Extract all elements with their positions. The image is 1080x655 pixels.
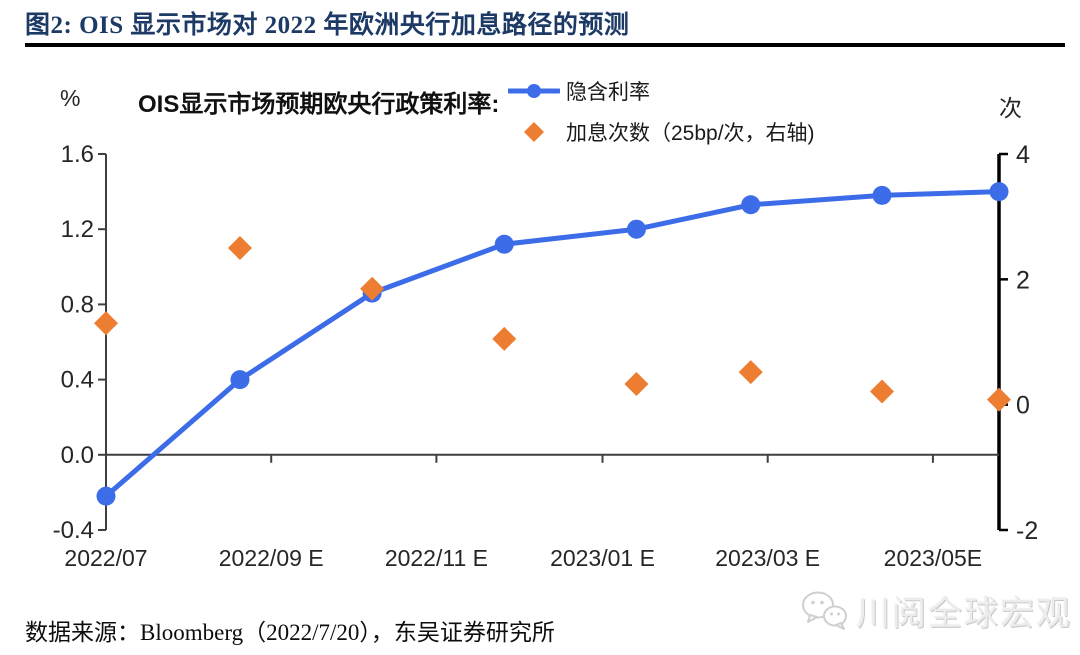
- legend-item-implied-rate: 隐含利率: [508, 76, 815, 106]
- watermark: 川阅全球宏观: [798, 586, 1072, 635]
- hike-count-point: [94, 311, 118, 336]
- y-axis-right-tick-label: 4: [1016, 141, 1030, 169]
- y-axis-right-tick-label: 0: [1016, 392, 1030, 420]
- title-rule: [25, 43, 1065, 47]
- hike-count-point: [738, 360, 763, 385]
- left-axis-unit: %: [60, 85, 81, 111]
- right-axis-unit: 次: [999, 95, 1022, 121]
- legend-item-hike-count: 加息次数（25bp/次，右轴): [508, 117, 815, 147]
- y-axis-right-tick-label: -2: [1016, 517, 1038, 545]
- implied-rate-point: [989, 182, 1009, 202]
- y-axis-left-tick-label: 0.8: [61, 291, 94, 318]
- implied-rate-line: [103, 189, 1002, 499]
- hike-count-point: [492, 326, 517, 351]
- y-axis-left-tick-label: 1.6: [61, 141, 94, 168]
- x-axis-tick-label: 2022/11 E: [385, 545, 488, 571]
- y-axis-left-tick-label: 1.2: [61, 216, 94, 243]
- line-circle-marker-icon: [508, 83, 560, 99]
- implied-rate-point: [872, 185, 892, 205]
- x-axis-tick-label: 2022/07: [64, 545, 147, 571]
- hike-count-point: [870, 379, 895, 404]
- implied-rate-point: [96, 486, 116, 506]
- y-axis-right-tick-label: 2: [1016, 266, 1030, 294]
- figure-title: 图2: OIS 显示市场对 2022 年欧洲央行加息路径的预测: [25, 12, 630, 39]
- wechat-icon: [802, 591, 847, 630]
- implied-rate-point: [494, 234, 514, 254]
- watermark-text: 川阅全球宏观: [856, 595, 1072, 633]
- chart-subtitle: OIS显示市场预期欧央行政策利率:: [138, 91, 500, 118]
- legend-label-implied-rate: 隐含利率: [566, 81, 650, 104]
- x-axis-tick-label: 2023/05E: [884, 545, 982, 571]
- y-axis-left-tick-label: -0.4: [53, 517, 94, 544]
- legend: 隐含利率 加息次数（25bp/次，右轴): [508, 76, 815, 147]
- y-axis-left-tick-label: 0.0: [61, 442, 94, 469]
- implied-rate-point: [626, 219, 646, 239]
- x-axis-tick-label: 2023/03 E: [715, 545, 820, 571]
- implied-rate-point: [362, 283, 382, 303]
- source-note: 数据来源：Bloomberg（2022/7/20），东吴证券研究所: [25, 620, 555, 645]
- x-axis-tick-label: 2023/01 E: [550, 545, 655, 571]
- implied-rate-point: [230, 370, 250, 390]
- hike-count-point: [624, 371, 649, 396]
- y-axis-left-tick-label: 0.4: [61, 367, 94, 394]
- hike-count-point: [227, 236, 252, 260]
- x-axis-tick-label: 2022/09 E: [219, 545, 324, 571]
- legend-label-hike-count: 加息次数（25bp/次，右轴): [566, 122, 815, 145]
- hike-count-point: [360, 276, 385, 301]
- diamond-marker-icon: [508, 121, 560, 143]
- hike-count-point: [987, 387, 1011, 412]
- implied-rate-point: [741, 195, 761, 215]
